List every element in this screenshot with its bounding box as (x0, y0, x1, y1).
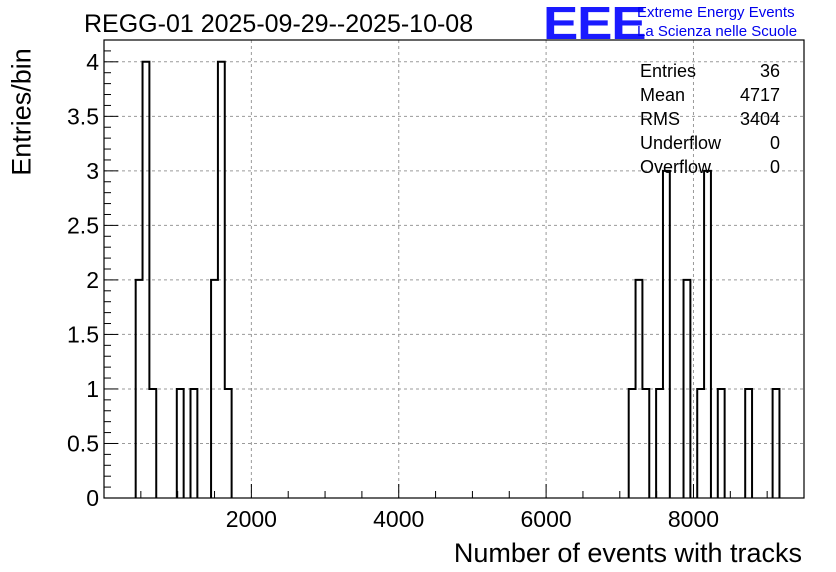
stats-value: 0 (769, 157, 780, 177)
stats-row-underflow: Underflow 0 (640, 131, 780, 155)
y-axis-label: Entries/bin (6, 48, 37, 176)
eee-logo-mark: EEE (543, 0, 647, 49)
stats-row-rms: RMS 3404 (640, 107, 780, 131)
stats-label: Entries (640, 61, 697, 81)
y-tick-label: 0 (86, 485, 99, 511)
y-tick-label: 1.5 (67, 321, 99, 347)
stats-label: Mean (640, 85, 686, 105)
stats-row-overflow: Overflow 0 (640, 155, 780, 179)
logo-line-1: Extreme Energy Events (637, 4, 795, 21)
stats-label: Overflow (640, 157, 712, 177)
stats-row-mean: Mean 4717 (640, 83, 780, 107)
logo-line-2: La Scienza nelle Scuole (637, 23, 798, 40)
stats-label: RMS (640, 109, 680, 129)
histogram-bars (134, 60, 781, 498)
y-tick-label: 0.5 (67, 430, 99, 456)
stats-value: 4717 (739, 85, 780, 105)
stats-value: 0 (769, 133, 780, 153)
stats-box: Entries 36 Mean 4717 RMS 3404 Underflow 0 Ov… (640, 59, 780, 179)
histogram-outline (134, 60, 781, 498)
chart-title: REGG-01 2025-09-29--2025-10-08 (84, 10, 474, 38)
stats-value: 3404 (739, 109, 780, 129)
y-tick-label: 2.5 (67, 212, 99, 238)
stats-value: 36 (759, 61, 780, 81)
y-tick-label: 3 (86, 158, 99, 184)
x-tick-label: 4000 (373, 506, 424, 532)
y-tick-label: 4 (86, 49, 99, 75)
axis-ticks (104, 39, 768, 499)
y-tick-label: 3.5 (67, 103, 99, 129)
eee-logo-text: Extreme Energy Events La Scienza nelle S… (637, 3, 797, 41)
x-axis-label: Number of events with tracks (453, 538, 802, 568)
y-tick-label: 2 (86, 267, 99, 293)
x-tick-label: 2000 (226, 506, 277, 532)
x-tick-label: 8000 (668, 506, 719, 532)
stats-label: Underflow (640, 133, 722, 153)
tick-labels: 2000 4000 6000 8000 0 0.5 1 1.5 2 2.5 3 3.5 4 (67, 49, 719, 532)
stats-row-entries: Entries 36 (640, 59, 780, 83)
x-tick-label: 6000 (521, 506, 572, 532)
y-tick-label: 1 (86, 376, 99, 402)
